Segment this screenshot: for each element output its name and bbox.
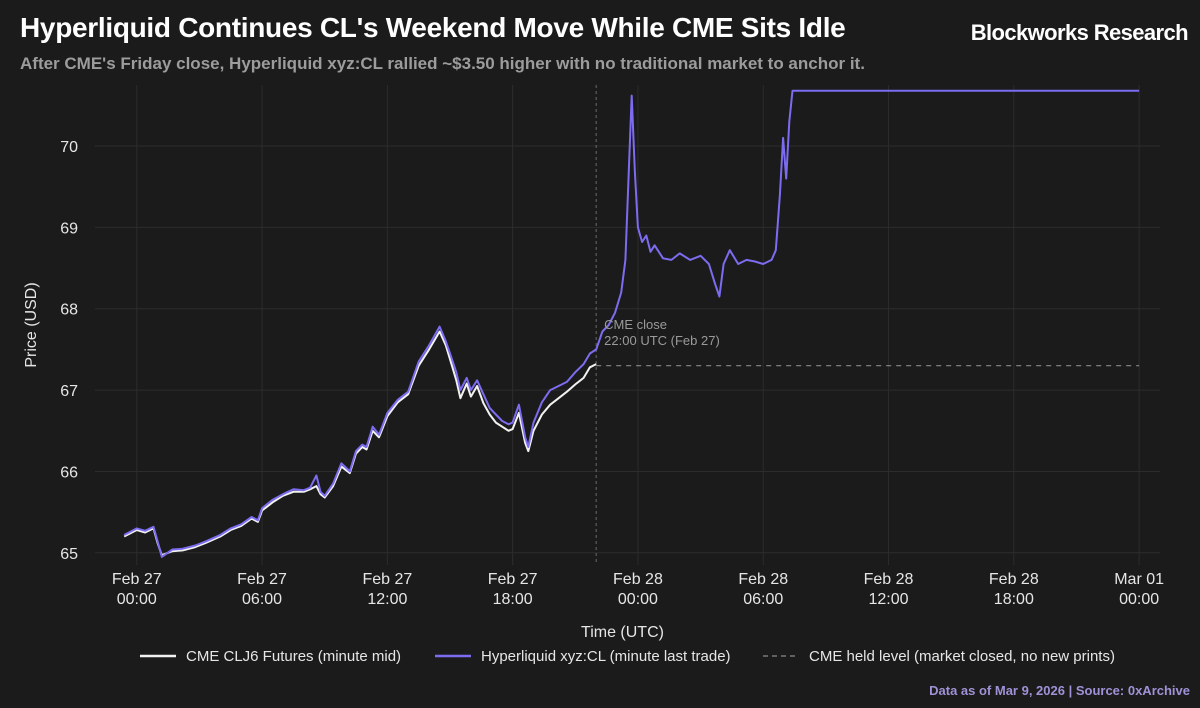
x-tick-label: Feb 27 xyxy=(362,571,412,588)
y-tick-label: 69 xyxy=(60,220,78,237)
y-axis-title: Price (USD) xyxy=(23,282,40,367)
cme-series-line xyxy=(123,330,597,557)
y-tick-label: 68 xyxy=(60,302,78,319)
x-tick-label: Feb 28 xyxy=(613,571,663,588)
x-tick-label: Feb 28 xyxy=(864,571,914,588)
x-tick-label: 00:00 xyxy=(1119,591,1159,608)
legend-label: CME CLJ6 Futures (minute mid) xyxy=(186,648,401,665)
annotation-label: CME close xyxy=(604,317,667,332)
annotation-label: 22:00 UTC (Feb 27) xyxy=(604,333,720,348)
source-note: Data as of Mar 9, 2026 | Source: 0xArchi… xyxy=(929,683,1190,698)
x-tick-label: 00:00 xyxy=(618,591,658,608)
y-tick-label: 65 xyxy=(60,546,78,563)
x-tick-label: 06:00 xyxy=(743,591,783,608)
x-axis-title: Time (UTC) xyxy=(581,624,664,641)
chart-title: Hyperliquid Continues CL's Weekend Move … xyxy=(20,12,846,43)
x-tick-label: Feb 28 xyxy=(738,571,788,588)
x-tick-label: Feb 27 xyxy=(112,571,162,588)
x-tick-label: Feb 27 xyxy=(237,571,287,588)
legend-label: CME held level (market closed, no new pr… xyxy=(809,648,1115,665)
y-tick-label: 67 xyxy=(60,383,78,400)
y-tick-label: 66 xyxy=(60,464,78,481)
chart-subtitle: After CME's Friday close, Hyperliquid xy… xyxy=(20,54,865,73)
hyperliquid-series-line xyxy=(123,89,1140,558)
x-tick-label: 00:00 xyxy=(117,591,157,608)
x-tick-label: 12:00 xyxy=(367,591,407,608)
x-tick-label: 18:00 xyxy=(493,591,533,608)
brand-logo-text: Blockworks Research xyxy=(970,20,1189,45)
x-tick-label: Mar 01 xyxy=(1114,571,1164,588)
x-tick-label: Feb 27 xyxy=(488,571,538,588)
legend-label: Hyperliquid xyz:CL (minute last trade) xyxy=(481,648,731,665)
x-tick-label: 12:00 xyxy=(869,591,909,608)
x-tick-label: 18:00 xyxy=(994,591,1034,608)
x-tick-label: Feb 28 xyxy=(989,571,1039,588)
y-tick-label: 70 xyxy=(60,139,78,156)
x-tick-label: 06:00 xyxy=(242,591,282,608)
